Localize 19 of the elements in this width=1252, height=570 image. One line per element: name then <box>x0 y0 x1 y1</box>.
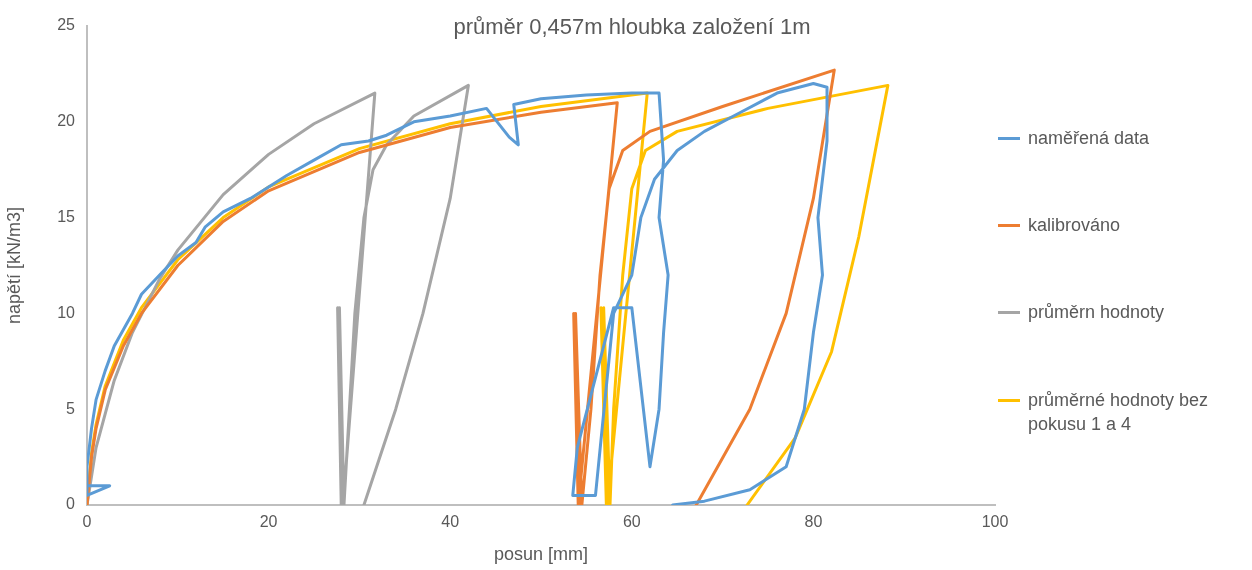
x-tick-label: 100 <box>981 513 1009 531</box>
y-tick-label: 5 <box>66 399 76 417</box>
x-tick-label: 0 <box>82 513 92 531</box>
legend-label: průměrné hodnoty bez pokusu 1 a 4 <box>1028 389 1210 436</box>
x-tick-label: 40 <box>441 513 460 531</box>
y-tick-label: 15 <box>57 208 76 226</box>
x-tick-label: 80 <box>804 513 823 531</box>
x-tick-label: 20 <box>259 513 278 531</box>
y-tick-label: 20 <box>57 112 76 130</box>
y-tick-label: 10 <box>57 303 76 321</box>
x-tick-label: 60 <box>622 513 641 531</box>
chart-title: průměr 0,457m hloubka založení 1m <box>453 14 811 40</box>
y-tick-label: 25 <box>57 16 76 34</box>
x-axis-title: posun [mm] <box>493 544 589 565</box>
y-axis-title: napětí [kN/m3] <box>3 206 24 325</box>
y-tick-label: 0 <box>66 495 76 513</box>
legend-label: kalibrováno <box>1028 214 1122 237</box>
legend-label: průměrn hodnoty <box>1028 301 1166 324</box>
legend-label: naměřená data <box>1028 127 1151 150</box>
